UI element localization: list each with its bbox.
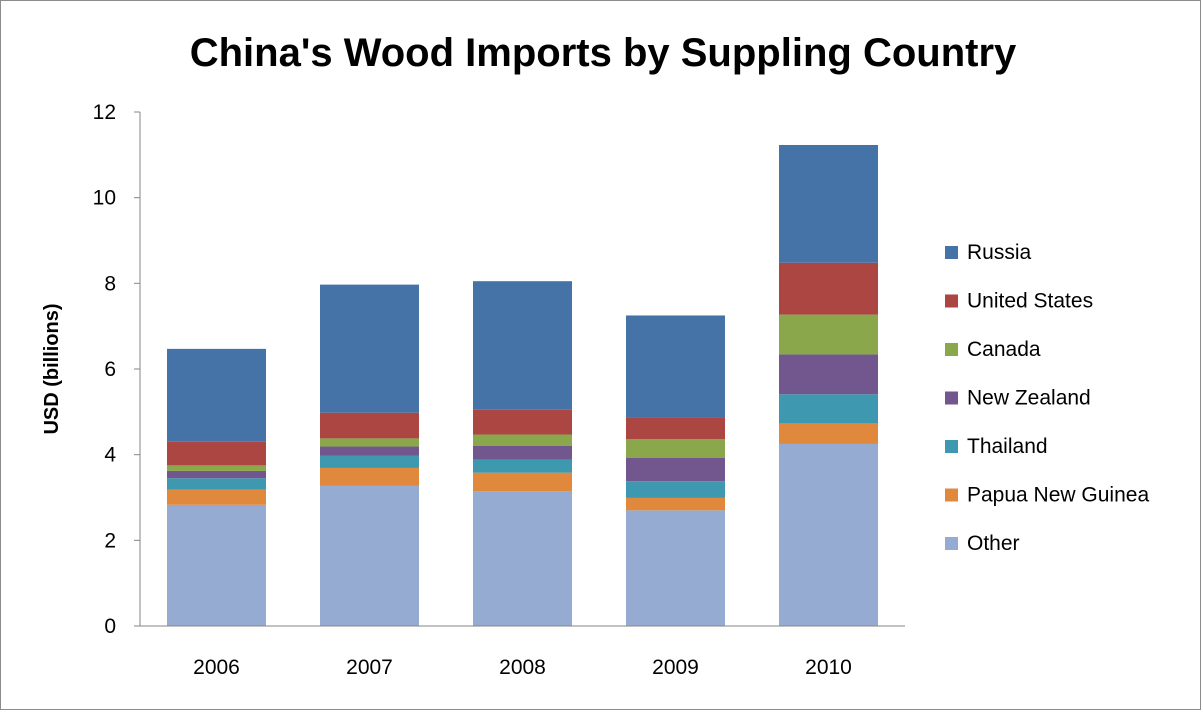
bar-russia-2007 (320, 284, 419, 413)
legend-swatch-new-zealand (945, 391, 958, 405)
bar-new-zealand-2006 (167, 470, 266, 479)
bar-russia-2008 (473, 281, 572, 410)
chart-title: China's Wood Imports by Suppling Country (190, 31, 1017, 75)
bar-russia-2010 (779, 144, 878, 263)
y-axis-label: USD (billions) (41, 303, 63, 434)
bar-new-zealand-2007 (320, 446, 419, 456)
bar-russia-2009 (626, 315, 725, 418)
bar-thailand-2010 (779, 394, 878, 424)
bar-papua-new-guinea-2007 (320, 467, 419, 486)
axes (139, 112, 905, 627)
x-axis-ticks: 2006 2007 2008 2009 2010 (193, 656, 852, 679)
x-tick-label: 2007 (346, 656, 393, 679)
legend-label-papua-new-guinea: Papua New Guinea (967, 484, 1149, 507)
legend-swatch-united-states (945, 294, 958, 308)
bar-thailand-2007 (320, 455, 419, 468)
bar-papua-new-guinea-2010 (779, 423, 878, 444)
x-tick-label: 2008 (499, 656, 546, 679)
bar-canada-2010 (779, 314, 878, 355)
bar-united-states-2009 (626, 417, 725, 440)
bar-canada-2009 (626, 439, 725, 458)
bar-papua-new-guinea-2008 (473, 472, 572, 492)
y-tick-label: 2 (104, 529, 116, 552)
bar-thailand-2008 (473, 459, 572, 473)
bar-new-zealand-2008 (473, 445, 572, 460)
legend-label-united-states: United States (967, 290, 1093, 313)
bar-canada-2008 (473, 434, 572, 446)
bar-united-states-2010 (779, 262, 878, 315)
legend-label-canada: Canada (967, 338, 1041, 361)
y-tick-label: 4 (104, 444, 116, 467)
bars-group (167, 144, 878, 626)
bar-papua-new-guinea-2006 (167, 489, 266, 505)
legend-swatch-other (945, 537, 958, 550)
bar-canada-2006 (167, 465, 266, 471)
legend-label-russia: Russia (967, 241, 1032, 264)
legend-swatch-thailand (945, 440, 958, 453)
bar-new-zealand-2010 (779, 354, 878, 395)
y-tick-label: 12 (93, 101, 116, 124)
x-tick-label: 2006 (193, 656, 240, 679)
bar-other-2009 (626, 510, 725, 626)
bar-united-states-2007 (320, 412, 419, 439)
bar-other-2006 (167, 504, 266, 626)
legend-label-other: Other (967, 532, 1020, 555)
bar-russia-2006 (167, 348, 266, 442)
y-tick-label: 0 (104, 615, 116, 638)
bar-new-zealand-2009 (626, 457, 725, 482)
bar-united-states-2006 (167, 441, 266, 466)
legend-label-thailand: Thailand (967, 435, 1048, 458)
legend-label-new-zealand: New Zealand (967, 387, 1091, 410)
bar-other-2007 (320, 485, 419, 626)
legend-swatch-canada (945, 343, 958, 356)
y-tick-label: 6 (104, 358, 116, 381)
legend-swatch-papua-new-guinea (945, 488, 958, 502)
bar-thailand-2009 (626, 481, 725, 498)
bar-papua-new-guinea-2009 (626, 497, 725, 511)
bar-canada-2007 (320, 438, 419, 447)
x-tick-label: 2009 (652, 656, 699, 679)
y-tick-label: 8 (104, 272, 116, 295)
bar-thailand-2006 (167, 478, 266, 490)
y-tick-label: 10 (93, 187, 116, 210)
bar-united-states-2008 (473, 409, 572, 435)
bar-other-2010 (779, 443, 878, 626)
bar-other-2008 (473, 491, 572, 626)
x-tick-label: 2010 (805, 656, 852, 679)
legend: Russia United States Canada New Zealand Thai… (945, 241, 1149, 555)
legend-swatch-russia (945, 246, 958, 259)
y-axis-ticks: 0 2 4 6 8 10 12 (93, 101, 140, 638)
